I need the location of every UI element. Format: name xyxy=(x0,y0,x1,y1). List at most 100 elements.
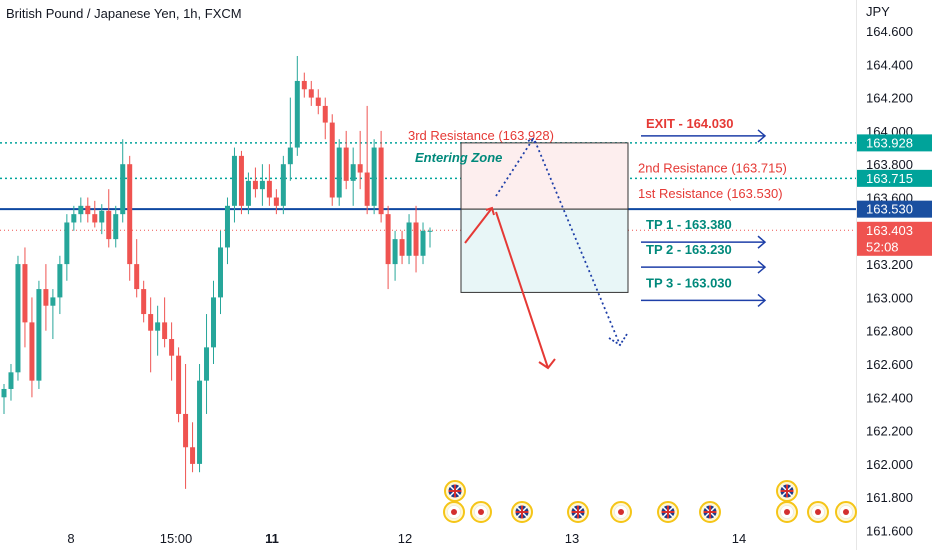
y-tick-label: 163.000 xyxy=(866,290,913,305)
candle-body xyxy=(36,289,42,381)
price-badge-value: 163.403 xyxy=(866,223,913,238)
candle-body xyxy=(71,214,77,223)
x-tick-label: 13 xyxy=(565,531,579,546)
level-label-2nd: 2nd Resistance (163.715) xyxy=(638,160,787,175)
price-badge-value: 163.928 xyxy=(866,135,913,150)
candle-body xyxy=(155,322,161,331)
y-tick-label: 162.200 xyxy=(866,424,913,439)
target-label: TP 3 - 163.030 xyxy=(646,275,732,290)
candle-body xyxy=(399,239,405,256)
level-label-1st: 1st Resistance (163.530) xyxy=(638,186,783,201)
candle-body xyxy=(336,147,342,198)
candle-body xyxy=(22,264,28,323)
candle-body xyxy=(127,164,133,265)
x-tick-label: 15:00 xyxy=(160,531,193,546)
candle-body xyxy=(92,214,98,223)
candle-body xyxy=(329,122,335,198)
level-label-3rd: 3rd Resistance (163.928) xyxy=(408,128,554,143)
candle-body xyxy=(231,155,237,206)
candle-body xyxy=(427,230,433,232)
target-arrow-head xyxy=(757,293,767,307)
red-arrow-up xyxy=(464,207,493,244)
y-tick-label: 163.200 xyxy=(866,257,913,272)
price-badge xyxy=(857,169,932,187)
candle-body xyxy=(273,197,279,206)
x-tick-label: 14 xyxy=(732,531,746,546)
candle-body xyxy=(378,147,384,215)
red-arrow-down xyxy=(495,211,549,369)
y-tick-label: 161.800 xyxy=(866,490,913,505)
jp-flag-dot xyxy=(784,509,790,515)
price-badge-value: 163.530 xyxy=(866,202,913,217)
candle-body xyxy=(134,264,140,290)
candle-body xyxy=(280,164,286,206)
candle-body xyxy=(294,80,300,148)
candle-body xyxy=(364,172,370,206)
candle-body xyxy=(197,380,203,464)
red-arrow-up-head xyxy=(485,206,495,216)
candle-body xyxy=(204,347,210,381)
candle-body xyxy=(99,210,105,223)
red-arrow-down-head xyxy=(538,358,556,370)
y-tick-label: 162.600 xyxy=(866,357,913,372)
candle-body xyxy=(43,289,49,306)
target-label: EXIT - 164.030 xyxy=(646,116,733,131)
entering-zone-box xyxy=(460,142,629,210)
candle-body xyxy=(385,214,391,265)
price-axis-divider xyxy=(856,0,857,550)
candle-body xyxy=(224,205,230,248)
x-tick-label: 12 xyxy=(398,531,412,546)
target-zone-box xyxy=(460,208,629,293)
y-tick-label: 162.400 xyxy=(866,390,913,405)
candle-body xyxy=(322,105,328,123)
currency-label: JPY xyxy=(866,4,890,19)
target-arrow-head xyxy=(757,260,767,274)
candle-body xyxy=(57,264,63,298)
candle-body xyxy=(343,147,349,181)
jp-flag-dot xyxy=(843,509,849,515)
candle-body xyxy=(162,322,168,340)
target-label: TP 1 - 163.380 xyxy=(646,217,732,232)
candle-body xyxy=(113,214,119,240)
candle-body xyxy=(301,80,307,90)
candle-body xyxy=(141,289,147,315)
x-tick-label: 8 xyxy=(67,531,74,546)
target-arrow-head xyxy=(757,129,767,143)
candle-body xyxy=(85,205,91,215)
candle-body xyxy=(420,230,426,256)
candle-body xyxy=(8,372,14,389)
y-tick-label: 161.600 xyxy=(866,524,913,539)
jp-flag-dot xyxy=(478,509,484,515)
candle-body xyxy=(29,322,35,381)
candle-body xyxy=(245,180,251,206)
dotted-path-down xyxy=(534,140,621,346)
candle-body xyxy=(106,210,112,240)
candle-body xyxy=(350,164,356,181)
candle-body xyxy=(266,180,272,198)
y-tick-label: 162.000 xyxy=(866,457,913,472)
candle-body xyxy=(308,89,314,98)
jp-flag-dot xyxy=(618,509,624,515)
candle-body xyxy=(392,239,398,265)
x-tick-label: 11 xyxy=(265,531,279,546)
price-badge xyxy=(857,134,932,152)
jp-flag-dot xyxy=(451,509,457,515)
y-tick-label: 164.400 xyxy=(866,57,913,72)
candle-body xyxy=(78,205,84,215)
candle-body xyxy=(211,297,217,348)
candle-body xyxy=(176,355,182,414)
price-badge xyxy=(857,221,932,256)
candle-body xyxy=(406,222,412,256)
candle-body xyxy=(64,222,70,265)
candle-body xyxy=(413,222,419,256)
target-label: TP 2 - 163.230 xyxy=(646,242,732,257)
dotted-path-up xyxy=(495,138,534,197)
y-tick-label: 164.600 xyxy=(866,24,913,39)
price-badge-countdown: 52:08 xyxy=(866,239,899,254)
price-badge xyxy=(857,200,932,218)
candle-body xyxy=(1,388,7,398)
candle-body xyxy=(252,180,258,190)
candle-body xyxy=(315,97,321,106)
entering-zone-label: Entering Zone xyxy=(415,150,502,165)
